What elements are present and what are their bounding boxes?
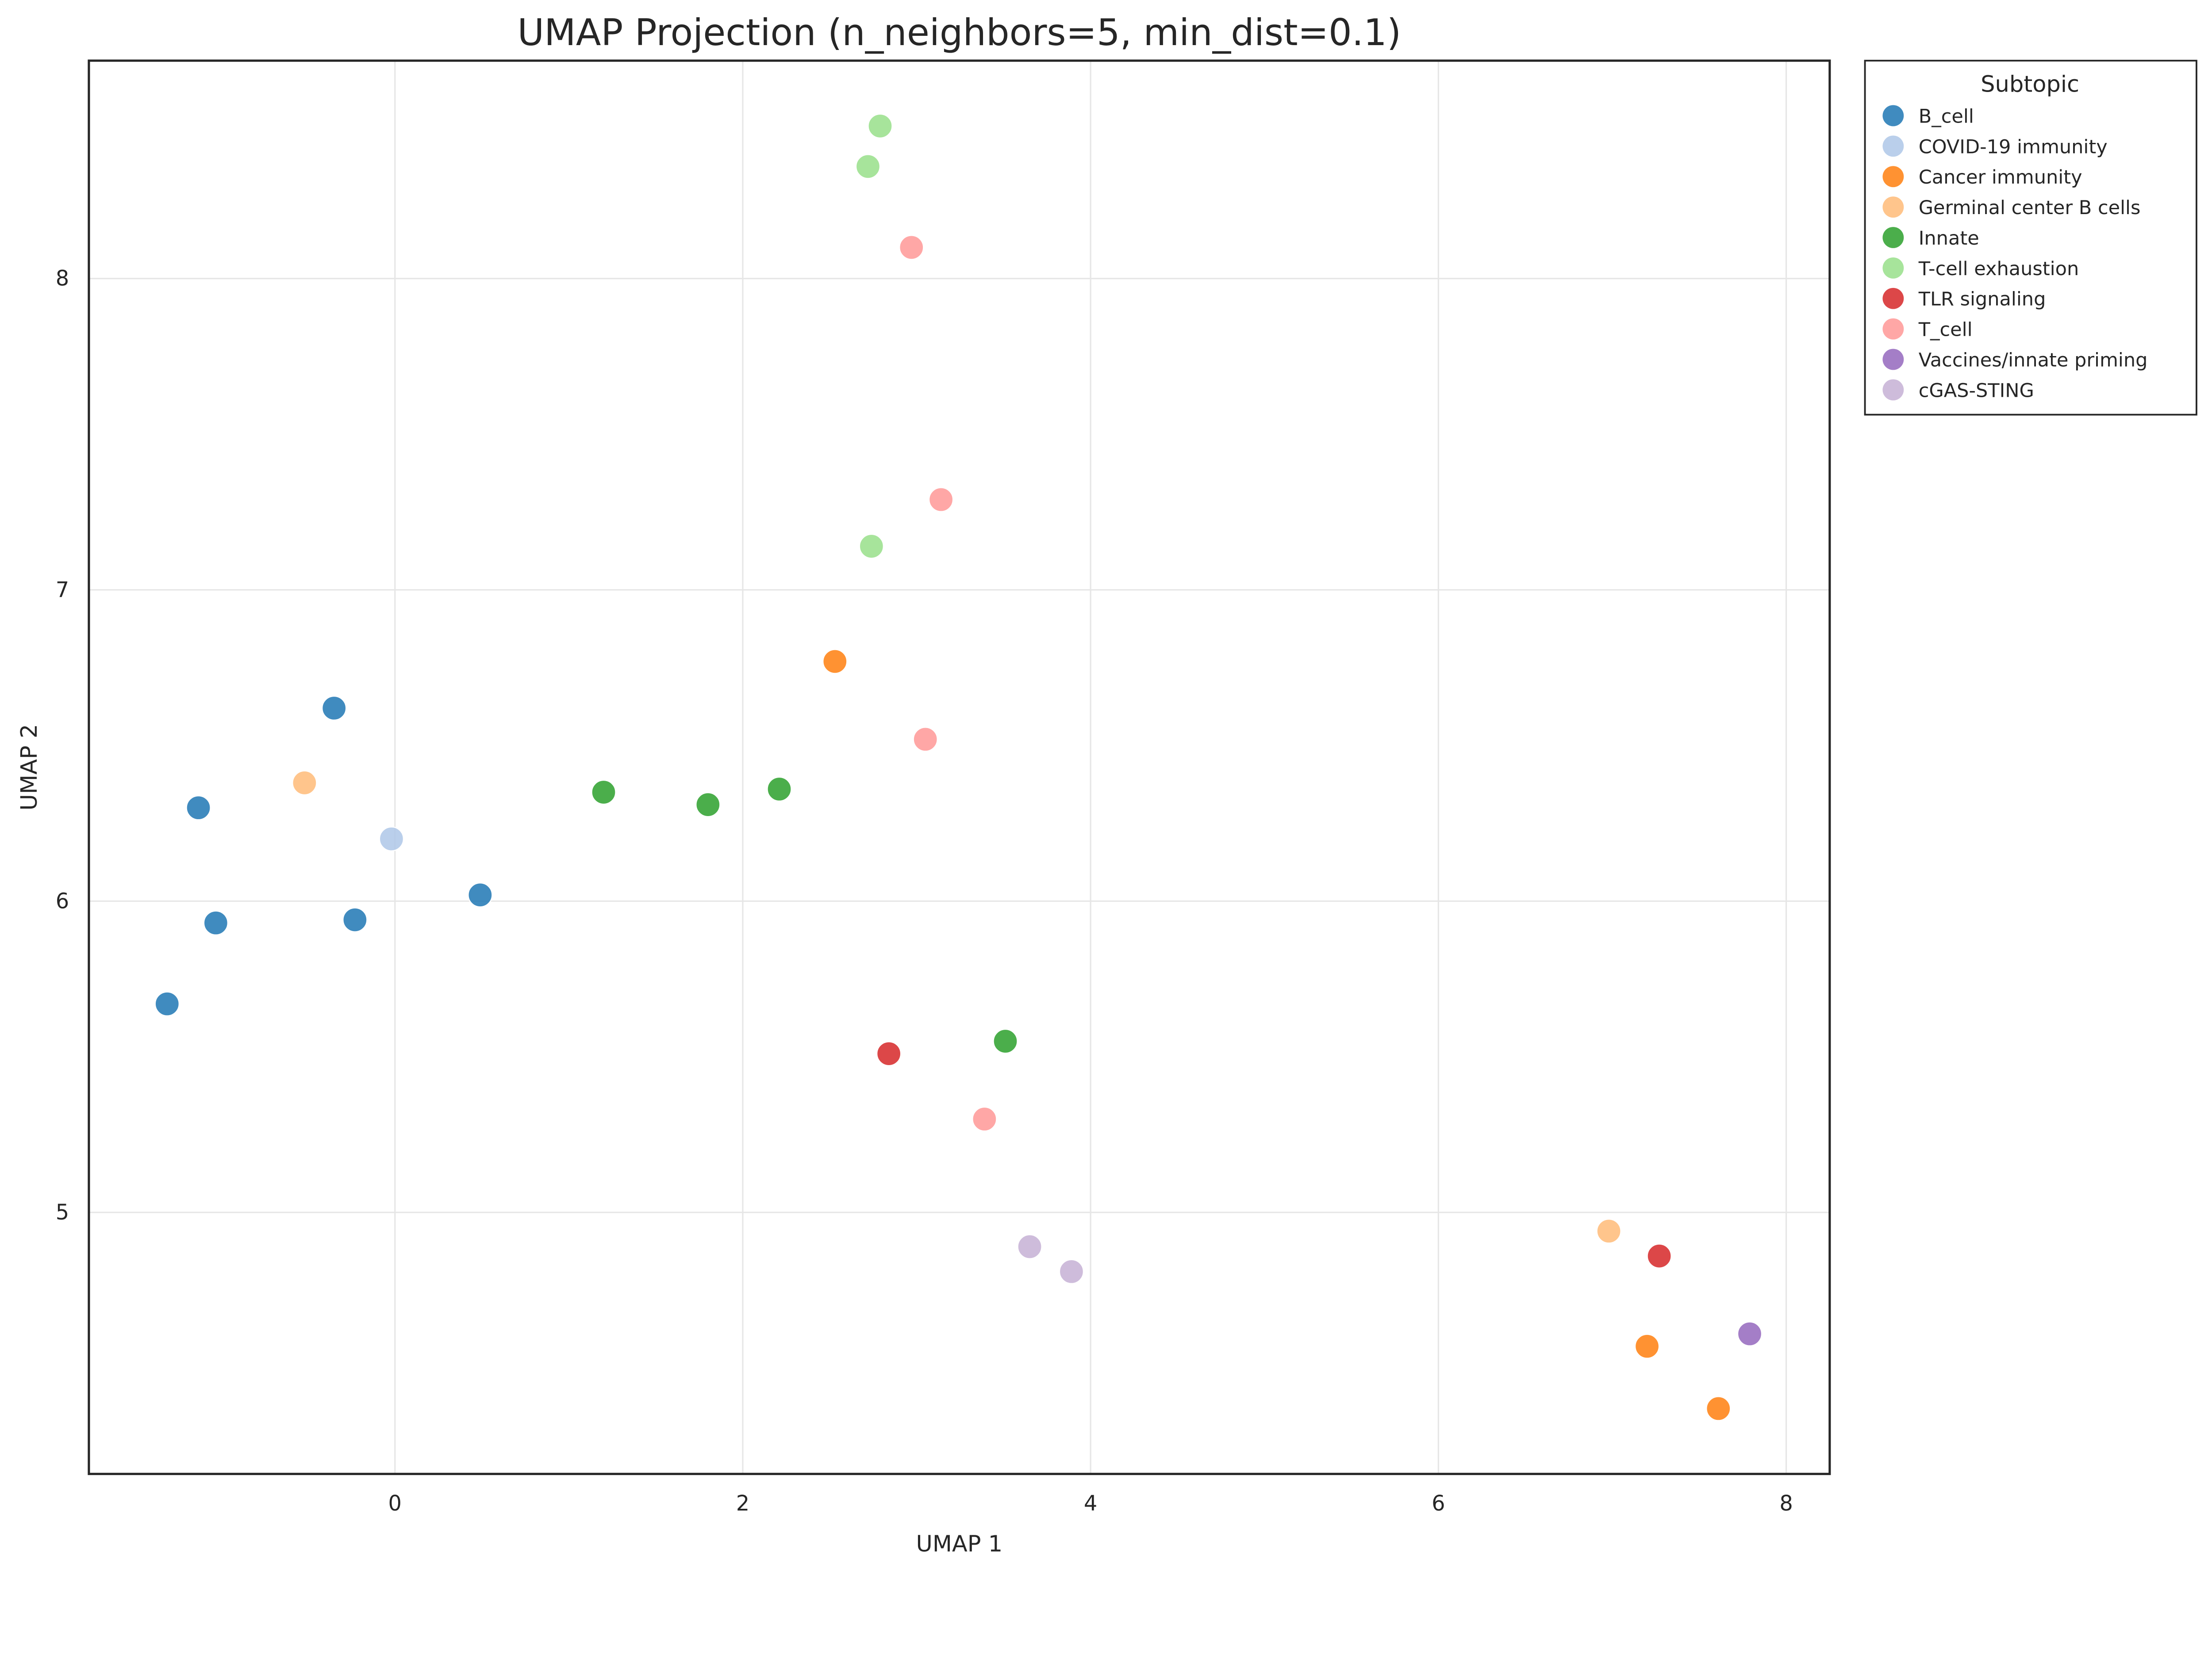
x-tick-label: 4 <box>1084 1492 1097 1516</box>
data-point <box>1647 1243 1672 1269</box>
x-axis-label: UMAP 1 <box>916 1531 1003 1557</box>
data-point <box>292 770 317 796</box>
data-point <box>913 726 938 752</box>
x-tick-label: 0 <box>388 1492 402 1516</box>
data-point <box>767 776 792 802</box>
data-point <box>899 235 924 260</box>
legend-frame <box>1864 60 2197 416</box>
legend-entry: Innate <box>1919 227 1979 249</box>
legend-entry: cGAS-STING <box>1919 380 2034 402</box>
legend-marker <box>1882 349 1904 370</box>
data-point <box>1634 1334 1660 1359</box>
data-point <box>1059 1259 1084 1285</box>
data-point <box>859 533 884 559</box>
x-tick-label: 2 <box>736 1492 749 1516</box>
legend-marker <box>1882 379 1904 401</box>
data-point <box>928 487 954 512</box>
data-point <box>591 779 616 805</box>
legend-entry: Vaccines/innate priming <box>1919 349 2148 371</box>
x-tick-label: 6 <box>1432 1492 1445 1516</box>
data-point <box>695 792 721 817</box>
data-point <box>993 1028 1018 1054</box>
y-axis-label: UMAP 2 <box>16 724 42 811</box>
data-point <box>876 1041 902 1066</box>
y-tick-label: 6 <box>56 889 69 913</box>
legend-entry: B_cell <box>1919 105 1974 127</box>
legend-entry: T-cell exhaustion <box>1918 258 2079 280</box>
data-point <box>186 795 211 821</box>
data-point <box>822 649 848 674</box>
y-tick-label: 5 <box>56 1200 69 1225</box>
legend-marker <box>1882 318 1904 340</box>
legend-entry: Cancer immunity <box>1919 166 2082 188</box>
y-tick-label: 8 <box>56 267 69 291</box>
legend-marker <box>1882 135 1904 157</box>
data-point <box>868 113 893 139</box>
legend-marker <box>1882 196 1904 218</box>
data-point <box>972 1106 997 1132</box>
legend-title: Subtopic <box>1981 71 2079 97</box>
plot-frame <box>88 59 1831 1475</box>
legend-entry: T_cell <box>1918 319 1973 341</box>
legend-entry: TLR signaling <box>1918 288 2046 311</box>
umap-scatter-chart: UMAP Projection (n_neighbors=5, min_dist… <box>16 11 2197 1557</box>
legend-marker <box>1882 166 1904 188</box>
data-point <box>379 826 404 851</box>
chart-title: UMAP Projection (n_neighbors=5, min_dist… <box>518 11 1402 54</box>
data-point <box>154 991 180 1016</box>
legend: Subtopic B_cell COVID-19 immunity Cancer i… <box>1864 60 2197 416</box>
data-point <box>1737 1321 1763 1346</box>
data-point <box>203 910 229 936</box>
legend-entry: Germinal center B cells <box>1919 197 2141 219</box>
data-point <box>467 882 493 908</box>
data-point <box>1705 1396 1731 1421</box>
data-point <box>1017 1234 1042 1259</box>
y-tick-label: 7 <box>56 578 69 602</box>
data-point <box>321 695 347 721</box>
data-point <box>342 907 368 932</box>
legend-marker <box>1882 105 1904 127</box>
legend-marker <box>1882 227 1904 248</box>
legend-marker <box>1882 257 1904 279</box>
data-point <box>1596 1218 1621 1244</box>
legend-entry: COVID-19 immunity <box>1919 136 2108 158</box>
x-tick-label: 8 <box>1779 1492 1793 1516</box>
legend-marker <box>1882 288 1904 309</box>
data-point <box>855 154 881 179</box>
